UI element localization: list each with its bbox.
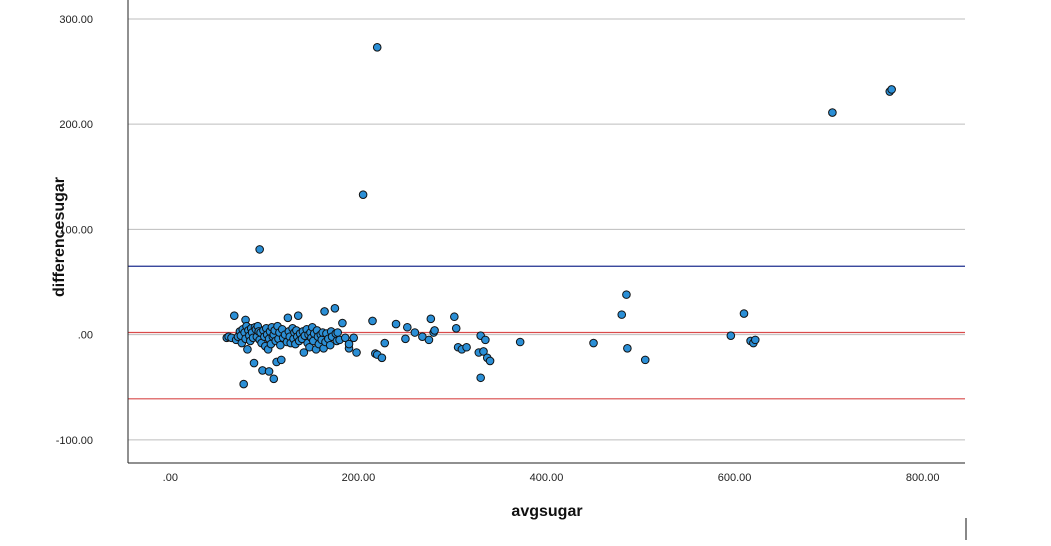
x-tick-label: 400.00 bbox=[530, 472, 564, 484]
data-point bbox=[264, 367, 274, 376]
y-tick-label: 100.00 bbox=[59, 224, 93, 236]
data-point bbox=[349, 333, 359, 343]
data-points bbox=[222, 43, 896, 389]
data-point bbox=[380, 338, 390, 348]
x-tick-label: .00 bbox=[163, 472, 178, 484]
data-point bbox=[340, 333, 350, 343]
data-point bbox=[283, 313, 293, 323]
data-point bbox=[450, 312, 459, 322]
data-point bbox=[479, 347, 488, 356]
data-point bbox=[828, 108, 837, 117]
data-point bbox=[377, 353, 387, 363]
data-point bbox=[229, 311, 239, 320]
data-point bbox=[239, 379, 248, 389]
y-tick-label: 300.00 bbox=[59, 14, 93, 26]
data-point bbox=[372, 43, 382, 52]
data-point bbox=[481, 335, 490, 345]
data-point bbox=[410, 328, 420, 337]
data-point bbox=[426, 314, 436, 324]
data-point bbox=[476, 373, 485, 383]
data-point bbox=[330, 304, 340, 313]
data-point bbox=[430, 326, 439, 335]
data-point bbox=[462, 342, 471, 352]
x-tick-label: 600.00 bbox=[718, 472, 752, 484]
data-point bbox=[515, 337, 525, 347]
data-point bbox=[750, 335, 760, 345]
data-point bbox=[623, 344, 632, 353]
data-point bbox=[344, 339, 354, 349]
data-point bbox=[424, 335, 434, 345]
data-point bbox=[255, 245, 264, 254]
data-point bbox=[617, 310, 627, 319]
data-point bbox=[451, 324, 461, 333]
data-point bbox=[726, 331, 736, 340]
data-point bbox=[358, 190, 368, 199]
data-point bbox=[640, 355, 650, 365]
x-axis-title: avgsugar bbox=[511, 503, 582, 520]
data-point bbox=[887, 85, 896, 94]
data-point bbox=[589, 338, 598, 348]
data-point bbox=[401, 334, 410, 344]
x-tick-label: 800.00 bbox=[906, 472, 940, 484]
y-tick-label: .00 bbox=[78, 330, 93, 342]
y-tick-labels: -100.00 .00 100.00 200.00 300.00 bbox=[56, 14, 93, 447]
data-point bbox=[368, 316, 377, 326]
data-point bbox=[293, 311, 303, 320]
y-tick-label: -100.00 bbox=[56, 435, 93, 447]
data-point bbox=[243, 345, 252, 354]
data-point bbox=[269, 374, 279, 384]
data-point bbox=[352, 348, 361, 357]
data-point bbox=[391, 319, 401, 329]
grid-lines bbox=[128, 18, 965, 441]
y-tick-label: 200.00 bbox=[59, 119, 93, 131]
data-point bbox=[320, 307, 329, 316]
x-tick-label: 200.00 bbox=[342, 472, 376, 484]
data-point bbox=[325, 340, 335, 350]
data-point bbox=[276, 355, 286, 365]
data-point bbox=[333, 328, 343, 337]
y-axis-title: differencesugar bbox=[51, 177, 68, 297]
data-point bbox=[403, 322, 412, 332]
data-point bbox=[622, 290, 631, 299]
data-point bbox=[299, 348, 309, 357]
data-point bbox=[338, 318, 347, 328]
data-point bbox=[249, 358, 259, 368]
x-tick-labels: .00 200.00 400.00 600.00 800.00 bbox=[163, 472, 940, 484]
data-point bbox=[739, 309, 749, 318]
data-point bbox=[485, 356, 495, 366]
